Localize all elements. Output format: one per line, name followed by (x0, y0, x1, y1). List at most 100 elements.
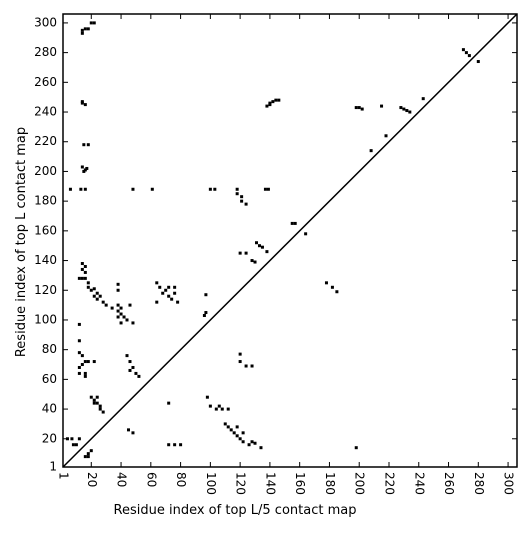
contact-point (119, 321, 123, 325)
x-tick-label: 160 (293, 472, 307, 495)
contact-point (80, 28, 84, 32)
contact-point (155, 281, 159, 285)
contact-point (223, 422, 227, 426)
contact-point (369, 149, 373, 153)
x-tick-label: 120 (234, 472, 248, 495)
contact-point (83, 360, 87, 364)
contact-point (83, 371, 87, 375)
y-tick-label: 280 (34, 45, 57, 59)
contact-point (83, 270, 87, 274)
contact-point (77, 322, 81, 326)
contact-point (92, 21, 96, 25)
x-tick-label: 200 (353, 472, 367, 495)
contact-point (235, 192, 239, 196)
diagonal (62, 13, 518, 468)
contact-point (238, 360, 242, 364)
x-tick-label: 80 (174, 472, 188, 487)
contact-point (255, 241, 259, 245)
contact-point (77, 365, 81, 369)
contact-point (204, 293, 208, 297)
contact-point (128, 360, 132, 364)
y-tick-label: 80 (42, 342, 57, 356)
contact-point (384, 134, 388, 138)
contact-point (290, 221, 294, 225)
contact-point (202, 314, 206, 318)
contact-point (110, 306, 114, 310)
x-tick-label: 20 (85, 472, 99, 487)
contact-point (131, 431, 135, 435)
y-tick-label: 160 (34, 223, 57, 237)
contact-point (293, 221, 297, 225)
contact-point (82, 143, 86, 147)
contact-point (208, 404, 212, 408)
contact-point (128, 368, 132, 372)
contact-point (80, 267, 84, 271)
x-tick-label: 1 (57, 472, 71, 480)
contact-point (220, 407, 224, 411)
contact-point (241, 431, 245, 435)
y-tick-label: 200 (34, 164, 57, 178)
contact-point (161, 291, 165, 295)
contact-point (238, 352, 242, 356)
contact-point (260, 245, 264, 249)
contact-point (250, 440, 254, 444)
contact-point (116, 288, 120, 292)
contact-point (80, 363, 84, 367)
contact-point (173, 291, 177, 295)
contact-point (167, 401, 171, 405)
contact-point (80, 31, 84, 35)
contact-point (158, 285, 162, 289)
y-tick-label: 40 (42, 402, 57, 416)
contact-point (125, 354, 129, 358)
y-tick-label: 20 (42, 431, 57, 445)
contact-point (461, 48, 465, 52)
contact-point (80, 262, 84, 266)
y-tick-label: 220 (34, 134, 57, 148)
contact-point (250, 259, 254, 263)
contact-point (271, 100, 275, 104)
contact-point (95, 401, 99, 405)
contact-point (240, 199, 244, 203)
contact-point (205, 395, 209, 399)
contact-point (89, 21, 93, 25)
x-tick-label: 280 (472, 472, 486, 495)
contact-point (68, 187, 72, 191)
contact-point (244, 202, 248, 206)
contact-point (405, 109, 409, 113)
contact-point (125, 318, 129, 322)
x-tick-label: 60 (144, 472, 158, 487)
contact-point (330, 285, 334, 289)
contact-point (89, 288, 93, 292)
contact-point (92, 360, 96, 364)
contact-point (357, 106, 361, 110)
contact-point (137, 374, 141, 378)
contact-point (86, 281, 90, 285)
contact-point (77, 437, 81, 441)
y-axis-label: Residue index of top L contact map (14, 127, 29, 357)
contact-point (476, 60, 480, 64)
x-tick-label: 100 (204, 472, 218, 495)
contact-point (83, 276, 87, 280)
contact-point (421, 97, 425, 101)
y-tick-label: 260 (34, 75, 57, 89)
contact-point (204, 311, 208, 315)
contact-point (240, 195, 244, 199)
y-tick-label: 300 (34, 15, 57, 29)
contact-point (92, 398, 96, 402)
x-tick-label: 300 (502, 472, 516, 495)
y-tick-label: 240 (34, 105, 57, 119)
contact-point (77, 339, 81, 343)
contact-point (235, 187, 239, 191)
contact-point (80, 101, 84, 105)
contact-point (80, 165, 84, 169)
contact-point (79, 187, 83, 191)
contact-point (95, 297, 99, 301)
contact-point (116, 309, 120, 313)
contact-point (167, 294, 171, 298)
contact-point (324, 281, 328, 285)
contact-point (238, 437, 242, 441)
contact-point (170, 297, 174, 301)
contact-point (89, 449, 93, 453)
